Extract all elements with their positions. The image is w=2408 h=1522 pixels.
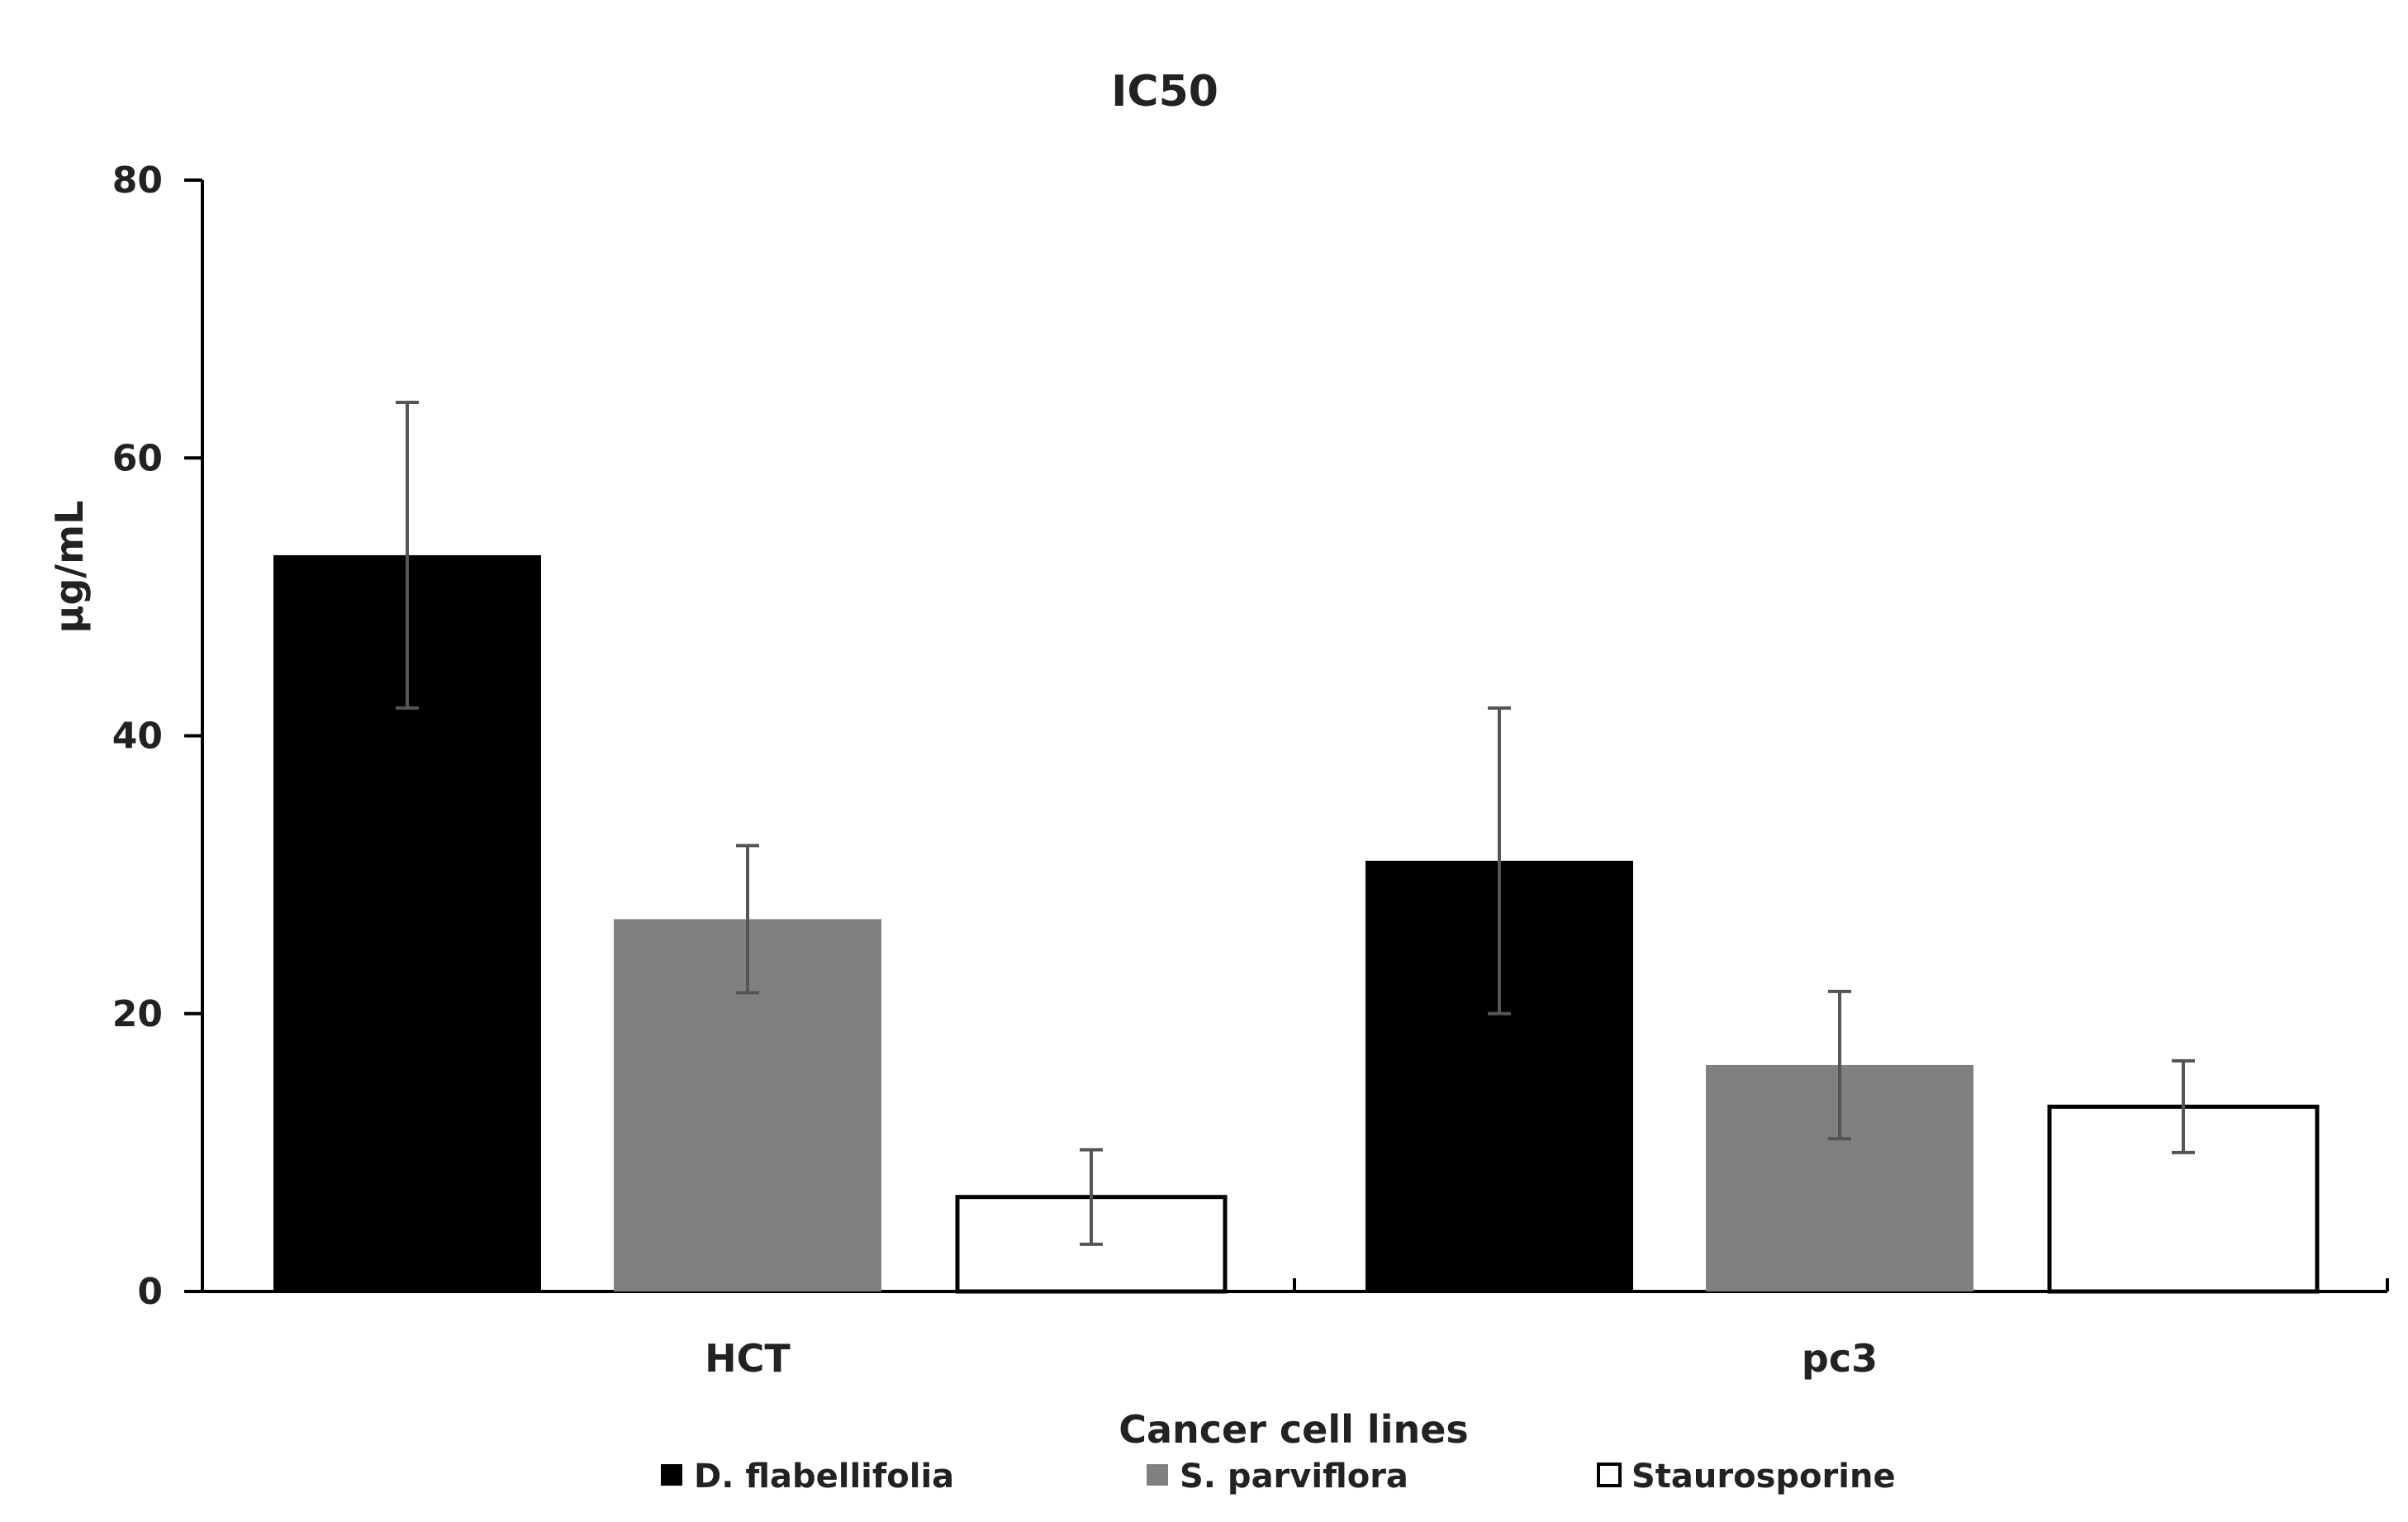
x-axis-label: Cancer cell lines [1119,1407,1469,1452]
legend-swatch-series-3 [1597,1463,1622,1487]
legend-swatch-series-1 [661,1464,682,1486]
bar-pc3-series-3 [2047,1104,2320,1294]
y-tick-label: 40 [112,716,163,758]
y-tick-label: 80 [112,159,163,202]
legend-label-series-2: S. parviflora [1180,1458,1408,1496]
y-tick-label: 20 [112,993,163,1035]
legend-swatch-series-2 [1147,1464,1168,1486]
legend-label-series-3: Staurosporine [1631,1458,1896,1496]
x-category-label: pc3 [1802,1336,1878,1381]
x-category-label: HCT [705,1336,791,1381]
chart-title: IC50 [1111,67,1218,117]
y-axis-label: µg/mL [47,501,92,634]
y-tick-label: 60 [112,437,163,479]
legend: D. flabellifolia S. parviflora Staurospori… [661,1458,1896,1496]
plot-area: 0 20 40 60 80 HCT pc3 [112,159,2389,1381]
y-tick-label: 0 [137,1271,163,1313]
legend-label-series-1: D. flabellifolia [694,1458,954,1496]
